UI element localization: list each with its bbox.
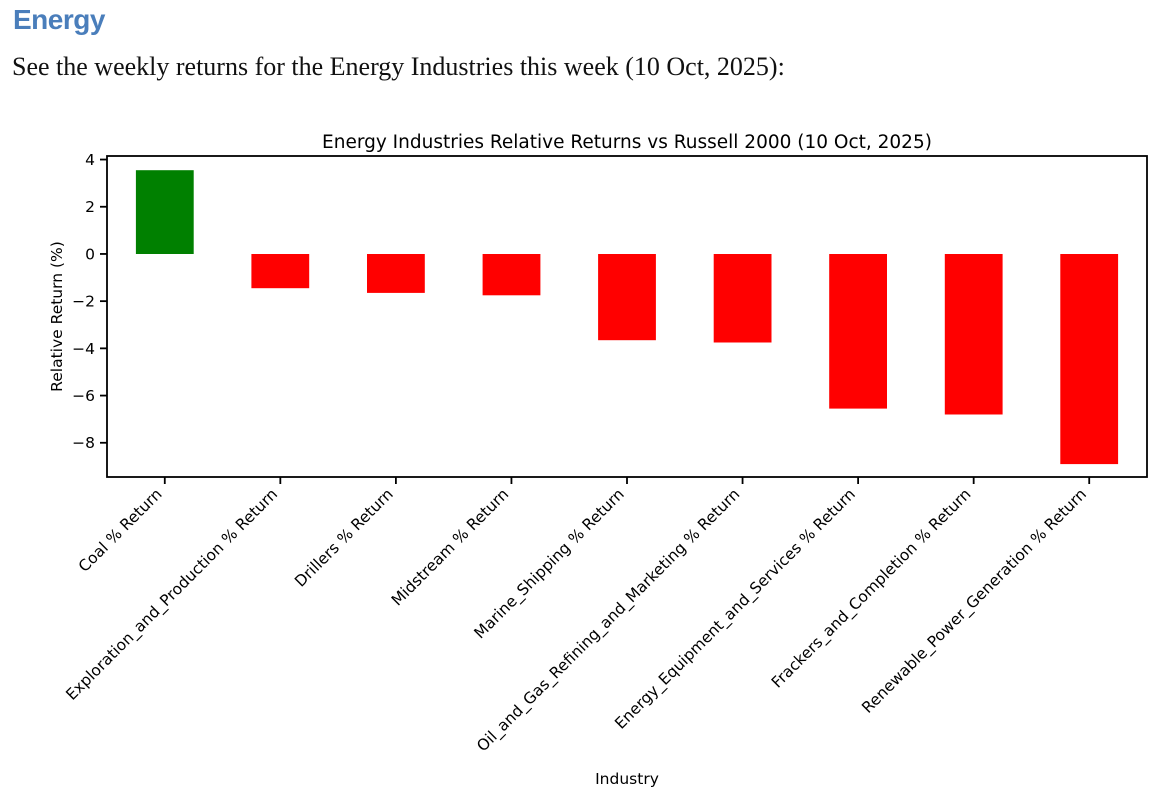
- x-tick-label: Exploration_and_Production % Return: [62, 485, 281, 704]
- y-tick-label: −2: [72, 293, 95, 311]
- bar-negative: [598, 254, 656, 341]
- x-tick-label: Energy_Equipment_and_Services % Return: [611, 485, 859, 733]
- x-tick-label: Oil_and_Gas_Refining_and_Marketing % Ret…: [473, 485, 744, 756]
- page-title: Energy: [13, 4, 105, 35]
- bar-negative: [482, 254, 541, 296]
- x-tick-label: Coal % Return: [75, 485, 166, 576]
- y-tick-label: −4: [72, 340, 95, 358]
- bar-negative: [713, 254, 772, 343]
- y-axis-label: Relative Return (%): [48, 241, 66, 392]
- x-tick-label: Drillers % Return: [291, 485, 397, 591]
- x-tick-label: Frackers_and_Completion % Return: [768, 485, 975, 692]
- bar-chart-figure: Energy Industries Relative Returns vs Ru…: [0, 120, 1160, 794]
- bar-chart-canvas: Energy Industries Relative Returns vs Ru…: [48, 132, 1148, 788]
- y-tick-label: −8: [72, 434, 95, 452]
- bar-negative: [829, 254, 887, 409]
- chart-title: Energy Industries Relative Returns vs Ru…: [322, 132, 932, 153]
- y-tick-label: 2: [85, 198, 95, 216]
- y-tick-label: 4: [85, 151, 95, 169]
- bar-negative: [944, 254, 1003, 415]
- y-tick-label: −6: [72, 387, 95, 405]
- x-tick-label: Midstream % Return: [388, 485, 512, 609]
- y-tick-label: 0: [85, 245, 95, 263]
- x-tick-label: Renewable_Power_Generation % Return: [858, 485, 1090, 717]
- bar-negative: [1060, 254, 1119, 465]
- bar-negative: [367, 254, 425, 293]
- x-axis-label: Industry: [595, 770, 659, 788]
- bar-negative: [251, 254, 310, 289]
- description-text: See the weekly returns for the Energy In…: [12, 52, 785, 81]
- bar-positive: [135, 170, 194, 254]
